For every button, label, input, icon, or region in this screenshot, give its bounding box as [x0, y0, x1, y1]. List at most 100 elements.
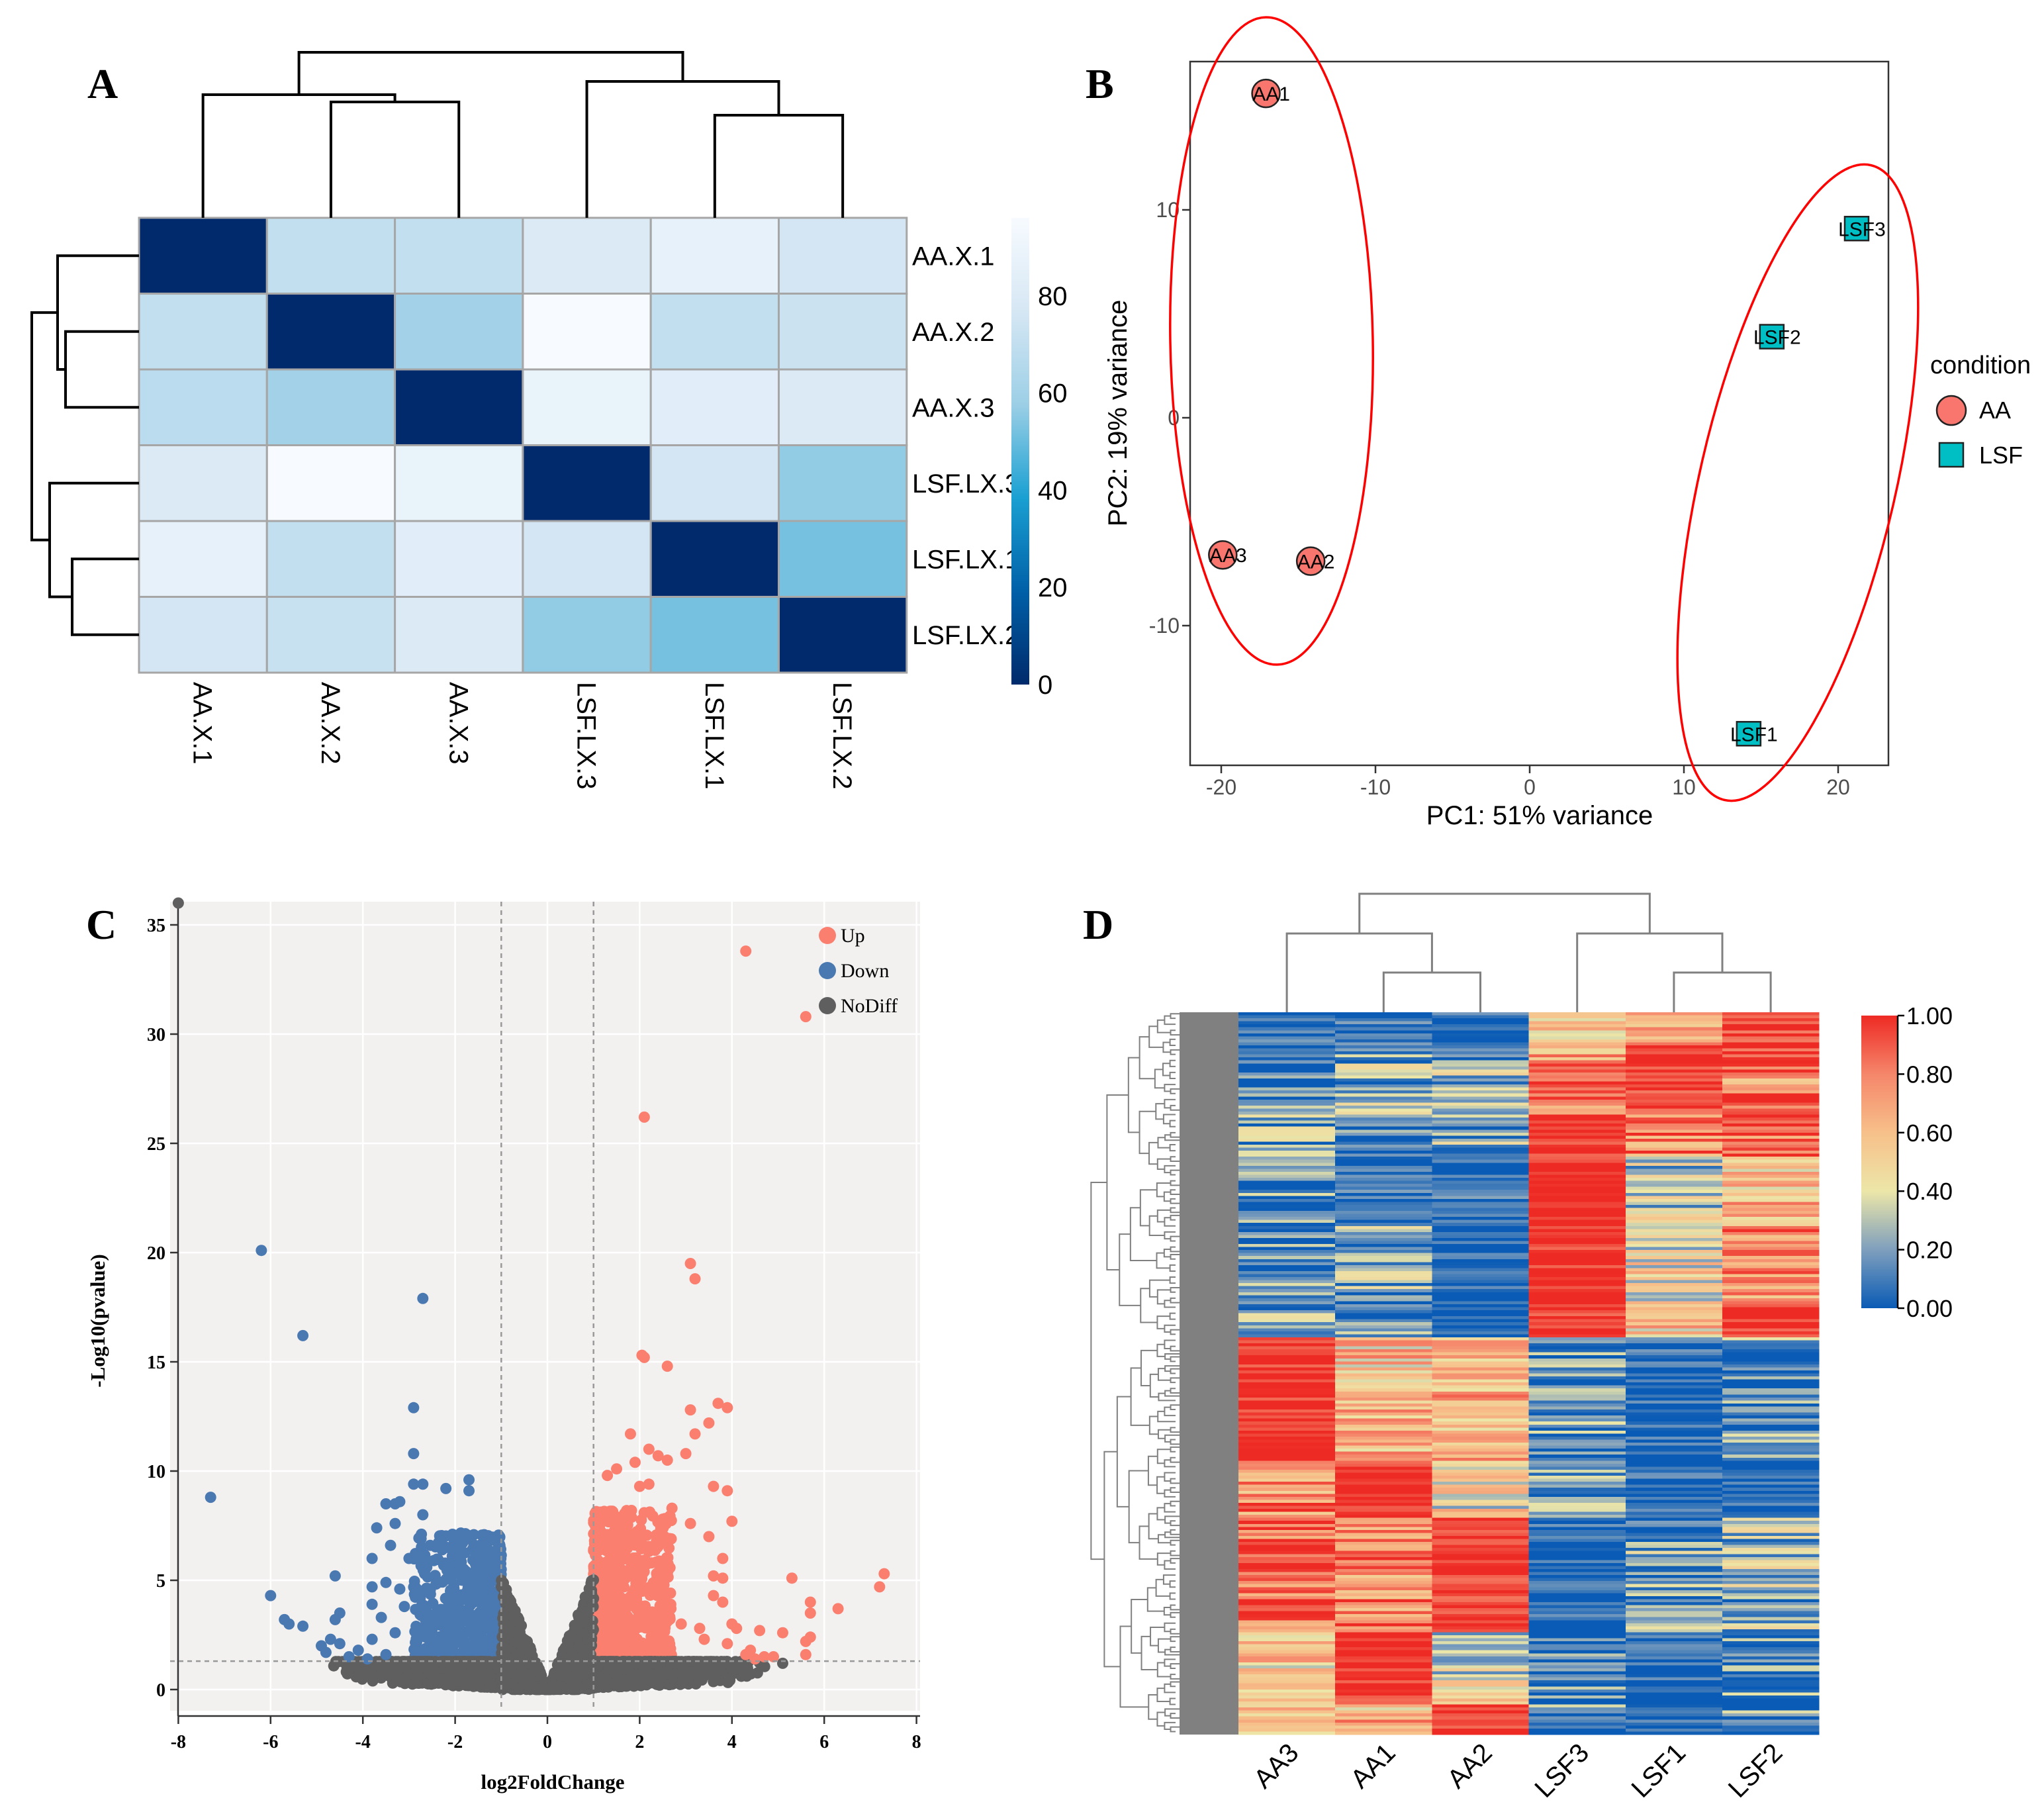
point-down	[477, 1562, 488, 1574]
legend-label: LSF	[1979, 442, 2023, 469]
colorbar-tick-label: 80	[1038, 282, 1068, 311]
colorbar-tick-label: 40	[1038, 476, 1068, 505]
x-tick-label: 0	[1524, 775, 1536, 799]
point-nodiff	[700, 1665, 712, 1677]
y-tick-label: 25	[147, 1134, 165, 1155]
point-label: AA3	[1209, 545, 1247, 567]
point-nodiff	[510, 1636, 522, 1648]
heatmap-cell	[138, 216, 268, 295]
point-down	[486, 1563, 498, 1575]
point-up	[621, 1505, 633, 1517]
pca-point-lsf	[1736, 721, 1762, 747]
point-up	[620, 1517, 631, 1529]
point-label: LSF3	[1838, 218, 1886, 240]
pca-point-aa	[1208, 540, 1238, 570]
point-down	[409, 1625, 421, 1637]
heatmap-cell	[522, 520, 652, 598]
point-nodiff	[466, 1662, 478, 1674]
row-label: AA.X.3	[912, 393, 995, 422]
point-down	[408, 1643, 420, 1655]
point-nodiff	[446, 1674, 458, 1686]
point-up	[665, 1515, 677, 1527]
point-down	[422, 1571, 434, 1583]
point-nodiff	[583, 1663, 595, 1675]
column-dendrogram-branch	[329, 101, 461, 218]
point-up	[596, 1640, 608, 1652]
point-up	[612, 1555, 624, 1567]
pca-point-aa	[1251, 78, 1281, 109]
x-tick-label: 0	[543, 1732, 552, 1752]
point-up	[661, 1615, 673, 1627]
point-nodiff	[724, 1674, 736, 1686]
colorbar-tick-label: 0	[1038, 671, 1052, 700]
legend-key-lsf	[1938, 442, 1965, 468]
y-tick-label: 15	[147, 1353, 165, 1373]
point-nodiff	[506, 1601, 518, 1613]
point-down	[415, 1601, 427, 1613]
point-up	[590, 1545, 602, 1557]
x-tick-label: -10	[1360, 775, 1391, 799]
heatmap-cell	[265, 444, 396, 522]
x-tick-label: 10	[1672, 775, 1696, 799]
point-nodiff	[436, 1656, 447, 1668]
heatmap-cell	[138, 520, 268, 598]
heatmap-cell	[394, 596, 524, 674]
point-label: AA1	[1252, 83, 1290, 105]
column-label: AA.X.3	[443, 682, 473, 765]
point-up	[644, 1506, 656, 1518]
colorbar-tick-label: 20	[1038, 573, 1068, 602]
point-down	[449, 1617, 461, 1629]
heatmap-cell	[265, 596, 396, 674]
x-tick-label: 20	[1826, 775, 1850, 799]
point-nodiff	[341, 1662, 353, 1674]
point-nodiff	[445, 1662, 457, 1674]
point-nodiff	[732, 1660, 744, 1672]
heatmap-cell	[649, 520, 780, 598]
point-up	[611, 1619, 623, 1631]
point-nodiff	[410, 1670, 422, 1682]
point-up	[645, 1645, 657, 1657]
y-tick-label: -10	[1149, 614, 1180, 638]
point-down	[486, 1625, 498, 1637]
x-tick-label: 4	[727, 1732, 737, 1752]
heatmap-cell	[265, 293, 396, 371]
heatmap-cell	[138, 596, 268, 674]
point-up	[614, 1534, 626, 1546]
point-nodiff	[586, 1633, 598, 1645]
point-down	[448, 1578, 460, 1590]
point-up	[634, 1602, 646, 1614]
point-up	[655, 1631, 667, 1643]
point-up	[637, 1568, 649, 1580]
heatmap-cell	[778, 520, 908, 598]
column-dendrogram-branch	[201, 93, 396, 218]
x-tick-label: -8	[171, 1732, 186, 1752]
point-down	[484, 1578, 496, 1590]
heatmap-cell	[649, 444, 780, 522]
heatmap-cell	[265, 368, 396, 446]
row-label: LSF.LX.2	[912, 621, 1019, 650]
group-ellipse-aa	[1169, 16, 1374, 666]
column-label: LSF.LX.2	[827, 682, 857, 789]
heatmap-cell	[649, 368, 780, 446]
heatmap-cell	[138, 293, 268, 371]
x-axis-title: PC1: 51% variance	[1426, 801, 1653, 830]
point-up	[659, 1594, 671, 1605]
point-down	[456, 1638, 468, 1650]
x-tick-label: 8	[912, 1732, 921, 1752]
point-up	[632, 1646, 644, 1658]
point-down	[443, 1542, 455, 1554]
heatmap-cell	[394, 368, 524, 446]
point-up	[653, 1610, 665, 1622]
heatmap-cell	[778, 293, 908, 371]
point-up	[639, 1554, 651, 1566]
point-down	[457, 1537, 469, 1549]
point-nodiff	[484, 1668, 496, 1680]
heatmap-cell	[394, 216, 524, 295]
point-nodiff	[640, 1657, 652, 1669]
x-tick-label: -4	[355, 1732, 371, 1752]
point-up	[647, 1541, 659, 1553]
point-up	[609, 1519, 621, 1531]
point-up	[662, 1558, 674, 1570]
y-axis-title: PC2: 19% variance	[1103, 300, 1133, 526]
